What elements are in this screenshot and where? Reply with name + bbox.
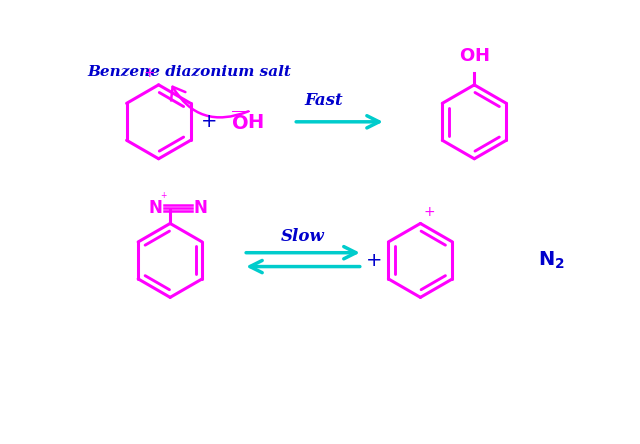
Text: $^+$: $^+$ bbox=[159, 191, 168, 201]
Text: Benzene diazonium salt: Benzene diazonium salt bbox=[88, 65, 292, 79]
Text: $+$: $+$ bbox=[143, 66, 155, 80]
Text: Slow: Slow bbox=[281, 228, 325, 245]
Text: Fast: Fast bbox=[305, 92, 344, 110]
Text: $\mathbf{N}$: $\mathbf{N}$ bbox=[148, 199, 163, 217]
Text: $+$: $+$ bbox=[200, 112, 217, 131]
Text: $+$: $+$ bbox=[424, 205, 436, 219]
Text: $\mathbf{N_2}$: $\mathbf{N_2}$ bbox=[538, 250, 564, 271]
Text: $\mathbf{N}$: $\mathbf{N}$ bbox=[193, 199, 207, 217]
FancyArrowPatch shape bbox=[171, 87, 248, 117]
Text: $\mathbf{OH}$: $\mathbf{OH}$ bbox=[459, 47, 490, 65]
Text: $\mathbf{\overline{O}H}$: $\mathbf{\overline{O}H}$ bbox=[230, 110, 264, 134]
Text: $+$: $+$ bbox=[365, 251, 381, 270]
